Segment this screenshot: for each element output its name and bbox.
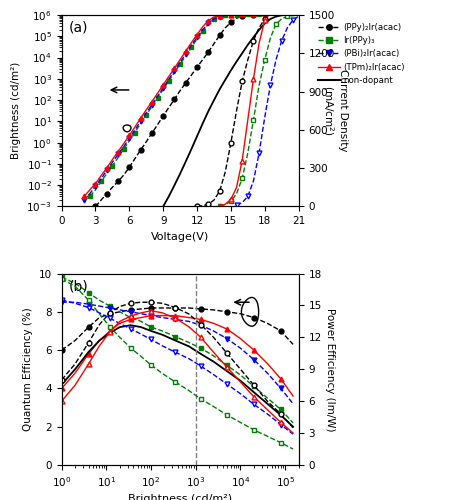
Text: (a): (a): [69, 20, 88, 34]
X-axis label: Voltage(V): Voltage(V): [151, 232, 209, 242]
X-axis label: Brightness (cd/m²): Brightness (cd/m²): [128, 494, 232, 500]
Legend: (PPy)₂Ir(acac), Ir(PPy)₃, (PBi)₂Ir(acac), (TPm)₂Ir(acac), non-dopant: (PPy)₂Ir(acac), Ir(PPy)₃, (PBi)₂Ir(acac)…: [315, 20, 408, 88]
Y-axis label: Brightness (cd/m²): Brightness (cd/m²): [11, 62, 21, 160]
Y-axis label: Quantum Efficiency (%): Quantum Efficiency (%): [23, 308, 33, 431]
Y-axis label: Power Efficiency (lm/W): Power Efficiency (lm/W): [326, 308, 336, 431]
Y-axis label: Current Density
(mA/cm$^2$): Current Density (mA/cm$^2$): [321, 70, 348, 152]
Text: (b): (b): [69, 280, 89, 293]
